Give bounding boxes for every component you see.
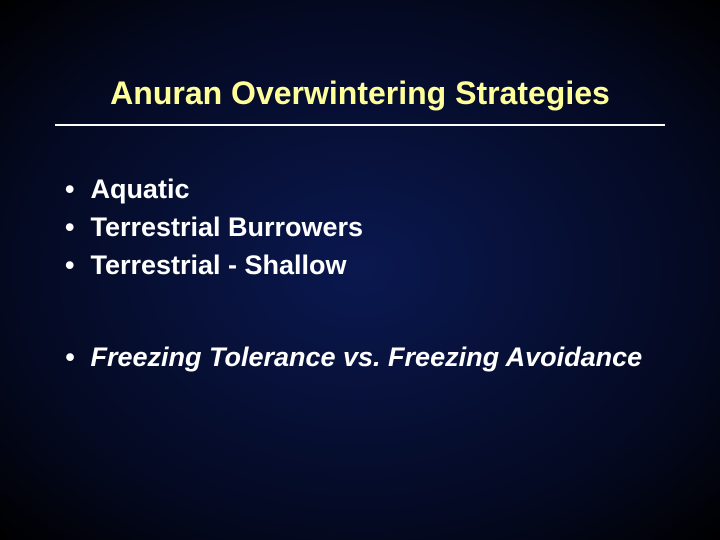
bullet-text: Terrestrial Burrowers: [90, 209, 665, 247]
bullet-marker-icon: •: [65, 171, 74, 209]
bullet-item: • Aquatic: [65, 171, 665, 209]
bullet-marker-icon: •: [65, 339, 74, 377]
bullet-item: • Terrestrial - Shallow: [65, 247, 665, 285]
bullet-group-1: • Aquatic • Terrestrial Burrowers • Terr…: [65, 171, 665, 284]
slide-title: Anuran Overwintering Strategies: [55, 75, 665, 126]
bullet-marker-icon: •: [65, 247, 74, 285]
bullet-marker-icon: •: [65, 209, 74, 247]
bullet-text: Aquatic: [90, 171, 665, 209]
bullet-item: • Freezing Tolerance vs. Freezing Avoida…: [65, 339, 665, 377]
slide-container: Anuran Overwintering Strategies • Aquati…: [0, 0, 720, 540]
bullet-group-2: • Freezing Tolerance vs. Freezing Avoida…: [65, 339, 665, 377]
bullet-text: Freezing Tolerance vs. Freezing Avoidanc…: [90, 339, 665, 377]
bullet-item: • Terrestrial Burrowers: [65, 209, 665, 247]
bullet-text: Terrestrial - Shallow: [90, 247, 665, 285]
